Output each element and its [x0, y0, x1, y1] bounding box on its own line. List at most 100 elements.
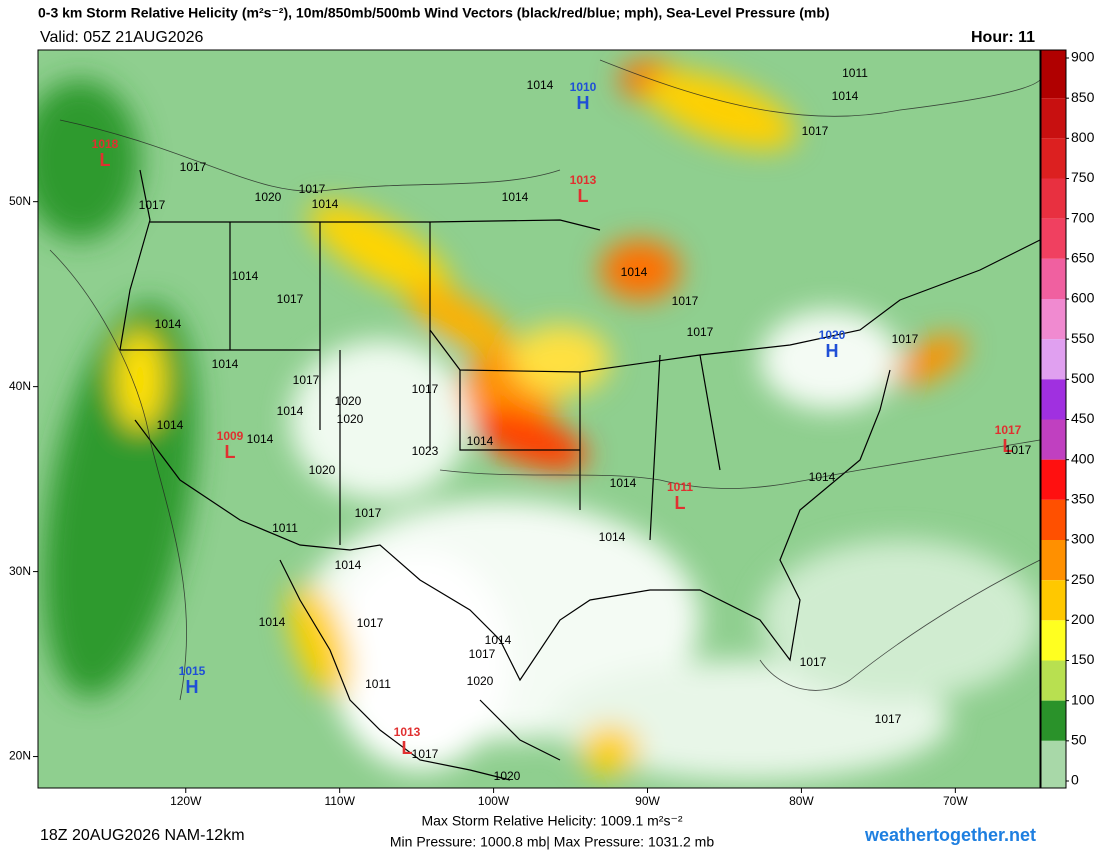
pressure-value: 1011 — [667, 480, 693, 494]
isobar-label: 1011 — [365, 677, 391, 691]
colorbar-segment — [1041, 660, 1066, 701]
colorbar-tick-label: 400 — [1071, 450, 1095, 466]
colorbar-segment — [1041, 700, 1066, 741]
colorbar-tick-label: 900 — [1071, 49, 1095, 65]
colorbar-tick-label: 0 — [1071, 772, 1079, 788]
isobar-label: 1014 — [335, 558, 362, 572]
isobar-label: 1014 — [610, 476, 637, 490]
colorbar-segment — [1041, 740, 1066, 788]
isobar-label: 1020 — [309, 463, 336, 477]
colorbar-tick-label: 800 — [1071, 129, 1095, 145]
isobar-label: 1014 — [232, 269, 259, 283]
colorbar-segment — [1041, 138, 1066, 179]
isobar-label: 1014 — [212, 357, 239, 371]
colorbar-segment — [1041, 379, 1066, 420]
colorbar-tick-label: 750 — [1071, 169, 1095, 185]
field-blob — [290, 340, 470, 500]
isobar-label: 1017 — [412, 382, 439, 396]
colorbar-tick-label: 450 — [1071, 410, 1095, 426]
isobar-label: 1020 — [467, 674, 494, 688]
isobar-label: 1014 — [809, 470, 836, 484]
field-blob — [330, 550, 510, 770]
colorbar-tick-label: 50 — [1071, 732, 1087, 748]
isobar-label: 1017 — [892, 332, 919, 346]
labels: 120W 110W 100W 90W 80W 70W50N40N30N20N1018L10… — [9, 66, 1032, 808]
colorbar-tick-label: 600 — [1071, 290, 1095, 306]
isobar-label: 1017 — [672, 294, 699, 308]
x-tick-label: 90W — [635, 794, 660, 808]
isobar-label: 1017 — [293, 373, 320, 387]
isobar-label: 1017 — [299, 182, 326, 196]
isobar-label: 1017 — [875, 712, 902, 726]
isobar-label: 1017 — [800, 655, 827, 669]
pressure-symbol: L — [402, 738, 413, 758]
field-blob — [309, 203, 451, 297]
colorbar-segment — [1041, 258, 1066, 299]
map-area — [38, 50, 1040, 788]
model-run: 18Z 20AUG2026 NAM-12km — [40, 827, 245, 844]
colorbar-segment — [1041, 540, 1066, 581]
pressure-value: 1013 — [394, 725, 421, 739]
colorbar-tick-label: 100 — [1071, 691, 1095, 707]
colorbar-segment — [1041, 299, 1066, 340]
helicity-field — [38, 60, 1040, 780]
isobar-label: 1014 — [832, 89, 859, 103]
isobar-label: 1017 — [802, 124, 829, 138]
colorbar-tick-label: 150 — [1071, 651, 1095, 667]
pressure-symbol: H — [186, 677, 199, 697]
pressure-symbol: L — [1003, 436, 1014, 456]
x-tick-label: 80W — [789, 794, 814, 808]
colorbar-tick-label: 350 — [1071, 491, 1095, 507]
isobar-label: 1014 — [247, 432, 274, 446]
y-tick-label: 40N — [9, 379, 31, 393]
isobar-label: 1014 — [157, 418, 184, 432]
field-blob — [760, 540, 1040, 700]
colorbar-tick-label: 200 — [1071, 611, 1095, 627]
field-blob — [644, 70, 796, 150]
isobar-label: 1017 — [180, 160, 207, 174]
pressure-symbol: H — [577, 93, 590, 113]
colorbar-segment — [1041, 339, 1066, 380]
field-blob — [38, 80, 140, 240]
field-blob — [894, 334, 966, 386]
pressure-symbol: H — [826, 341, 839, 361]
isobar-label: 1014 — [502, 190, 529, 204]
x-tick-label: 70W — [943, 794, 968, 808]
y-tick-label: 30N — [9, 564, 31, 578]
field-blob — [580, 725, 640, 775]
pressure-range: Min Pressure: 1000.8 mb| Max Pressure: 1… — [390, 834, 714, 850]
isobar-label: 1020 — [335, 394, 362, 408]
isobar-label: 1014 — [312, 197, 339, 211]
colorbar-segment — [1041, 98, 1066, 139]
pressure-value: 1020 — [819, 328, 846, 342]
isobar-label: 1017 — [139, 198, 166, 212]
isobar-label: 1017 — [687, 325, 714, 339]
colorbar-segment — [1041, 218, 1066, 259]
borders — [119, 169, 1040, 781]
isobar-label: 1017 — [1005, 443, 1032, 457]
isobar-label: 1014 — [467, 434, 494, 448]
pressure-value: 1018 — [92, 137, 119, 151]
isobar-label: 1014 — [621, 265, 648, 279]
colorbar-tick-label: 850 — [1071, 89, 1095, 105]
pressure-symbol: L — [100, 150, 111, 170]
field-blob — [760, 310, 900, 410]
pressure-symbol: L — [225, 442, 236, 462]
colorbar-segment — [1041, 178, 1066, 219]
isobar-label: 1014 — [155, 317, 182, 331]
isobar-label: 1011 — [272, 521, 298, 535]
isobar-label: 1014 — [527, 78, 554, 92]
colorbar-tick-label: 250 — [1071, 571, 1095, 587]
isobar-label: 1020 — [255, 190, 282, 204]
pressure-value: 1009 — [217, 429, 244, 443]
field-blob — [115, 330, 165, 430]
title: 0-3 km Storm Relative Helicity (m²s⁻²), … — [38, 5, 830, 21]
valid-time: Valid: 05Z 21AUG2026 — [40, 29, 203, 46]
pressure-value: 1010 — [570, 80, 597, 94]
colorbar-segment — [1041, 50, 1066, 99]
site-credit: weathertogether.net — [864, 825, 1036, 845]
colorbar-tick-label: 650 — [1071, 250, 1095, 266]
x-tick-label: 120W — [170, 794, 202, 808]
colorbar-tick-label: 300 — [1071, 531, 1095, 547]
